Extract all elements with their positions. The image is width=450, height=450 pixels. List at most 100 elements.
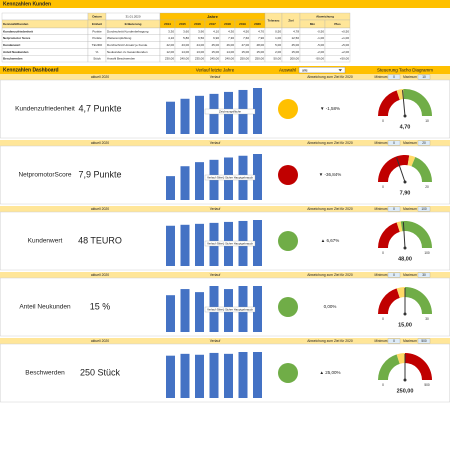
- row-tolerance: 0,50: [275, 29, 281, 33]
- gauge-band: [405, 287, 432, 314]
- year-header: 2015: [179, 22, 186, 26]
- current-header: aktuell 2020: [91, 273, 109, 277]
- row-value: 42,00: [166, 43, 174, 47]
- history-bar: [166, 355, 175, 398]
- gauge-control-label: Steuerung Tacho Diagramm: [377, 67, 433, 72]
- gauge-band: [396, 221, 403, 232]
- row-value: 230,00: [165, 57, 175, 61]
- gauge-band: [378, 155, 410, 182]
- row-target: 15,00: [291, 50, 299, 54]
- history-header: Verlauf: [210, 339, 221, 343]
- minimum-value: 0: [393, 273, 395, 277]
- deviation-header: Abweichung zum Ziel für 2020: [307, 75, 353, 79]
- row-value: 44,00: [196, 43, 204, 47]
- maximum-label: Maximum: [403, 273, 417, 277]
- gauge-band: [378, 90, 400, 116]
- row-value: 14,00: [181, 50, 189, 54]
- kpi-current: 48 TEURO: [78, 235, 122, 245]
- dropdown-arrow[interactable]: [338, 69, 343, 72]
- gauge-needle: [402, 222, 406, 249]
- row-value: 250,00: [255, 57, 265, 61]
- history-bar: [166, 101, 175, 134]
- row-note: Weiterempfehlung: [107, 36, 132, 40]
- row-tolerance: 50,00: [273, 57, 281, 61]
- history-bar: [253, 88, 262, 134]
- gauge-band: [405, 353, 432, 380]
- row-value: 46,00: [226, 43, 234, 47]
- deviation-value: ▼ -1,58%: [320, 106, 340, 111]
- gauge-band: [403, 89, 432, 116]
- minimum-label: Minimum: [375, 141, 388, 145]
- deviation-value: 0,00%: [324, 304, 337, 309]
- gauge-value: 7,90: [400, 190, 411, 196]
- gauge-max: 100: [424, 251, 430, 255]
- maximum-value: 10: [422, 75, 426, 79]
- row-note: Neukunden zu Gesamtkunden: [107, 50, 148, 54]
- dashboard-title: Kennzahlen Dashboard: [3, 68, 59, 74]
- panel-header: [0, 74, 450, 80]
- gauge-hub: [403, 312, 407, 316]
- current-header: aktuell 2020: [91, 339, 109, 343]
- kpi-current: 250 Stück: [80, 367, 121, 377]
- maximum-value: 500: [421, 339, 427, 343]
- row-target: 200,00: [290, 57, 300, 61]
- row-note: Durchschnitt Umsatz je Kunde: [107, 43, 148, 47]
- history-bar: [195, 162, 204, 200]
- panel-header: [0, 140, 450, 146]
- history-label: Verlauf letzte Jahre: [196, 67, 235, 72]
- row-value: 13,00: [196, 50, 204, 54]
- kpi-current: 4,7 Punkte: [78, 103, 121, 113]
- deviation-header: Abweichung zum Ziel für 2020: [307, 141, 353, 145]
- row-value: 250,00: [240, 57, 250, 61]
- minimum-box: [387, 272, 401, 278]
- dashboard-bar: [0, 66, 450, 74]
- minimum-label: Minimum: [375, 273, 388, 277]
- row-note: Durchschnitt Kundenbefragung: [107, 29, 149, 33]
- year-header: 2017: [209, 22, 216, 26]
- row-value: 14,00: [226, 50, 234, 54]
- deviation-header: Abweichung zum Ziel für 2020: [307, 207, 353, 211]
- gauge-value: 250,00: [397, 388, 414, 394]
- row-dev-plus: +50,00: [340, 57, 350, 61]
- maximum-label: Maximum: [403, 141, 417, 145]
- date-value: 31.01.2020: [125, 14, 140, 18]
- maximum-box: [417, 74, 431, 80]
- selection-box[interactable]: [298, 67, 346, 74]
- selection-value[interactable]: alle: [302, 68, 308, 72]
- history-bar: [238, 352, 248, 398]
- row-value: 240,00: [225, 57, 235, 61]
- row-name: Kundenzufriedenheit: [3, 29, 33, 33]
- history-bar: [195, 354, 204, 398]
- history-header: Verlauf: [210, 75, 221, 79]
- panel-header: [0, 272, 450, 278]
- history-bar: [195, 223, 204, 266]
- maximum-value: 30: [422, 273, 426, 277]
- row-value: 6,90: [213, 36, 219, 40]
- gauge-band: [407, 155, 416, 167]
- history-bar: [166, 295, 175, 332]
- row-note: Anzahl Beschwerden: [107, 57, 136, 61]
- row-unit: Punkte: [92, 36, 102, 40]
- history-header: Verlauf: [210, 273, 221, 277]
- gauge-min: 0: [382, 185, 384, 189]
- gauge-value: 15,00: [398, 322, 412, 328]
- row-value: 4,10: [213, 29, 219, 33]
- row-value: 7,60: [243, 36, 249, 40]
- history-bar: [253, 220, 262, 266]
- maximum-label: Maximum: [403, 75, 417, 79]
- deviation-column-header: Min: [310, 22, 315, 26]
- gauge-min: 0: [382, 317, 384, 321]
- history-bar: [166, 176, 175, 200]
- kpi-current: 7,9 Punkte: [78, 169, 121, 179]
- row-target: 12,50: [291, 36, 299, 40]
- row-value: 4,50: [243, 29, 249, 33]
- deviation-header: Abweichung zum Ziel für 2020: [307, 273, 353, 277]
- row-name: Kundenwert: [3, 43, 20, 47]
- maximum-label: Maximum: [403, 339, 417, 343]
- row-value: 12,00: [166, 50, 174, 54]
- target-label: Ziel: [288, 18, 293, 22]
- row-value: 6,50: [198, 36, 204, 40]
- minimum-box: [387, 74, 401, 80]
- row-dev-plus-cell: [324, 55, 351, 63]
- history-bar: [180, 166, 190, 200]
